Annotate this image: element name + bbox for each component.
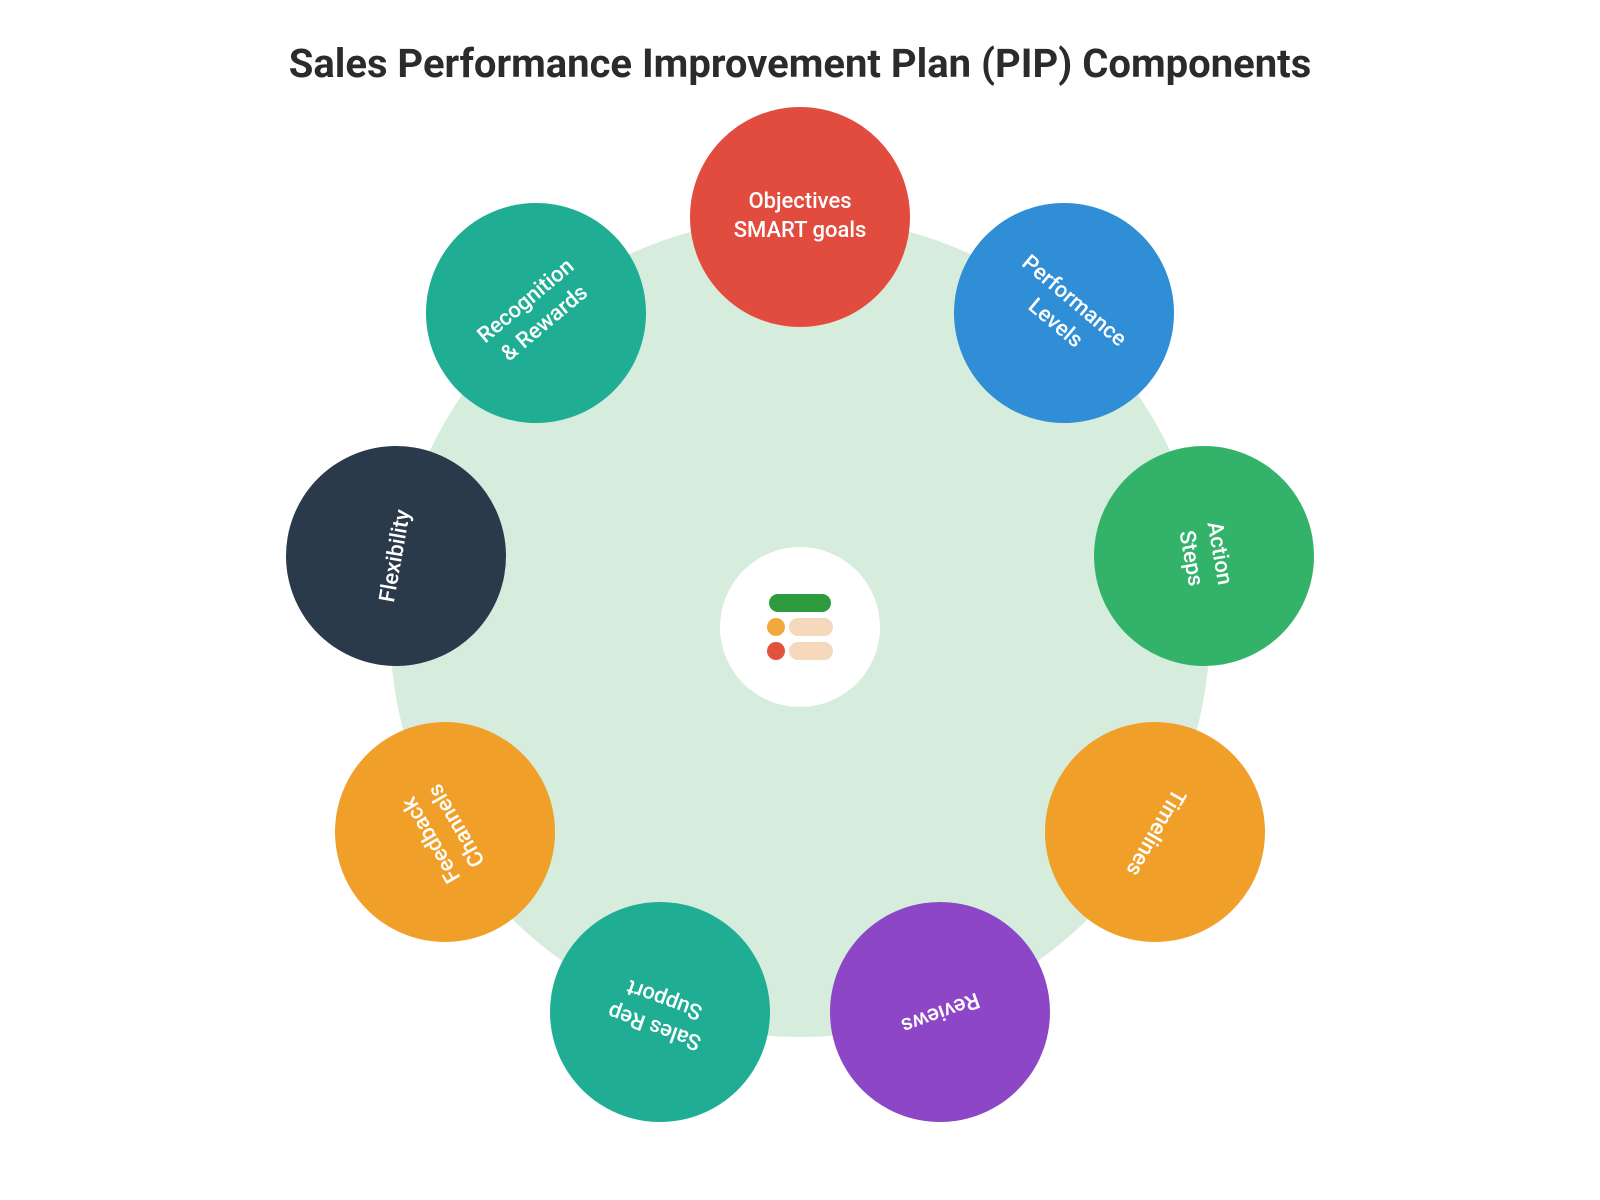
diagram-stage: Objectives SMART goalsPerformance Levels… xyxy=(250,77,1350,1177)
hub xyxy=(720,547,880,707)
hub-bar-top xyxy=(769,594,831,612)
hub-bar-middle xyxy=(767,618,833,636)
hub-bar-bottom-tail xyxy=(789,642,833,660)
node-0: Objectives SMART goals xyxy=(690,107,910,327)
page: Sales Performance Improvement Plan (PIP)… xyxy=(0,0,1600,1200)
hub-bar-middle-tail xyxy=(789,618,833,636)
hub-dot-bottom xyxy=(767,642,785,660)
hub-dot-middle xyxy=(767,618,785,636)
hub-bar-bottom xyxy=(767,642,833,660)
